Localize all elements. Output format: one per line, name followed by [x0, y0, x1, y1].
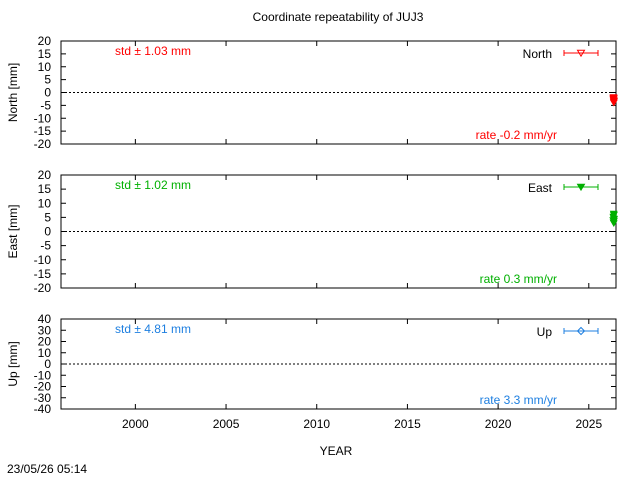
- up-y-tick-label: 0: [44, 357, 51, 371]
- north-y-tick-label: 10: [38, 60, 52, 74]
- up-y-axis-label: Up [mm]: [6, 341, 20, 386]
- up-y-tick-label: 30: [38, 323, 52, 337]
- east-legend-label: East: [528, 181, 553, 195]
- up-rate-annotation: rate 3.3 mm/yr: [480, 393, 557, 407]
- north-y-tick-label: -5: [40, 98, 51, 112]
- x-tick-label: 2010: [303, 417, 330, 431]
- x-tick-label: 2015: [394, 417, 421, 431]
- north-legend-label: North: [523, 47, 552, 61]
- north-rate-annotation: rate -0.2 mm/yr: [476, 128, 557, 142]
- up-y-tick-label: -10: [34, 368, 52, 382]
- east-y-tick-label: 10: [38, 196, 52, 210]
- north-y-tick-label: 15: [38, 47, 52, 61]
- up-legend-label: Up: [537, 325, 553, 339]
- north-std-annotation: std ± 1.03 mm: [115, 44, 191, 58]
- east-y-tick-label: -10: [34, 253, 52, 267]
- north-y-tick-label: 20: [38, 34, 52, 48]
- up-std-annotation: std ± 4.81 mm: [115, 322, 191, 336]
- north-y-tick-label: -20: [34, 137, 52, 151]
- east-std-annotation: std ± 1.02 mm: [115, 178, 191, 192]
- east-y-tick-label: 15: [38, 182, 52, 196]
- north-y-tick-label: -15: [34, 124, 52, 138]
- x-tick-label: 2000: [122, 417, 149, 431]
- up-y-tick-label: -30: [34, 391, 52, 405]
- east-y-axis-label: East [mm]: [6, 204, 20, 258]
- north-y-tick-label: 0: [44, 86, 51, 100]
- north-y-tick-label: -10: [34, 111, 52, 125]
- north-legend-marker: [576, 49, 586, 58]
- east-data-point: [610, 216, 619, 223]
- north-y-axis-label: North [mm]: [6, 63, 20, 122]
- up-y-tick-label: 10: [38, 346, 52, 360]
- up-legend-marker: [576, 326, 586, 336]
- east-y-tick-label: -5: [40, 239, 51, 253]
- up-y-tick-label: 40: [38, 312, 52, 326]
- north-data-point: [610, 98, 619, 105]
- x-tick-label: 2025: [575, 417, 602, 431]
- x-tick-label: 2020: [485, 417, 512, 431]
- east-data-point: [610, 211, 618, 219]
- x-axis-label: YEAR: [320, 444, 353, 458]
- chart-title: Coordinate repeatability of JUJ3: [253, 10, 424, 24]
- east-y-tick-label: 5: [44, 210, 51, 224]
- x-tick-label: 2005: [213, 417, 240, 431]
- timestamp: 23/05/26 05:14: [7, 462, 87, 476]
- east-y-tick-label: 0: [44, 225, 51, 239]
- east-legend-marker: [576, 183, 586, 192]
- up-y-tick-label: -40: [34, 402, 52, 416]
- north-y-tick-label: 5: [44, 73, 51, 87]
- up-y-tick-label: 20: [38, 335, 52, 349]
- east-rate-annotation: rate 0.3 mm/yr: [480, 272, 557, 286]
- east-y-tick-label: -15: [34, 267, 52, 281]
- east-y-tick-label: 20: [38, 168, 52, 182]
- up-y-tick-label: -20: [34, 380, 52, 394]
- east-y-tick-label: -20: [34, 281, 52, 295]
- north-data-point: [610, 95, 618, 102]
